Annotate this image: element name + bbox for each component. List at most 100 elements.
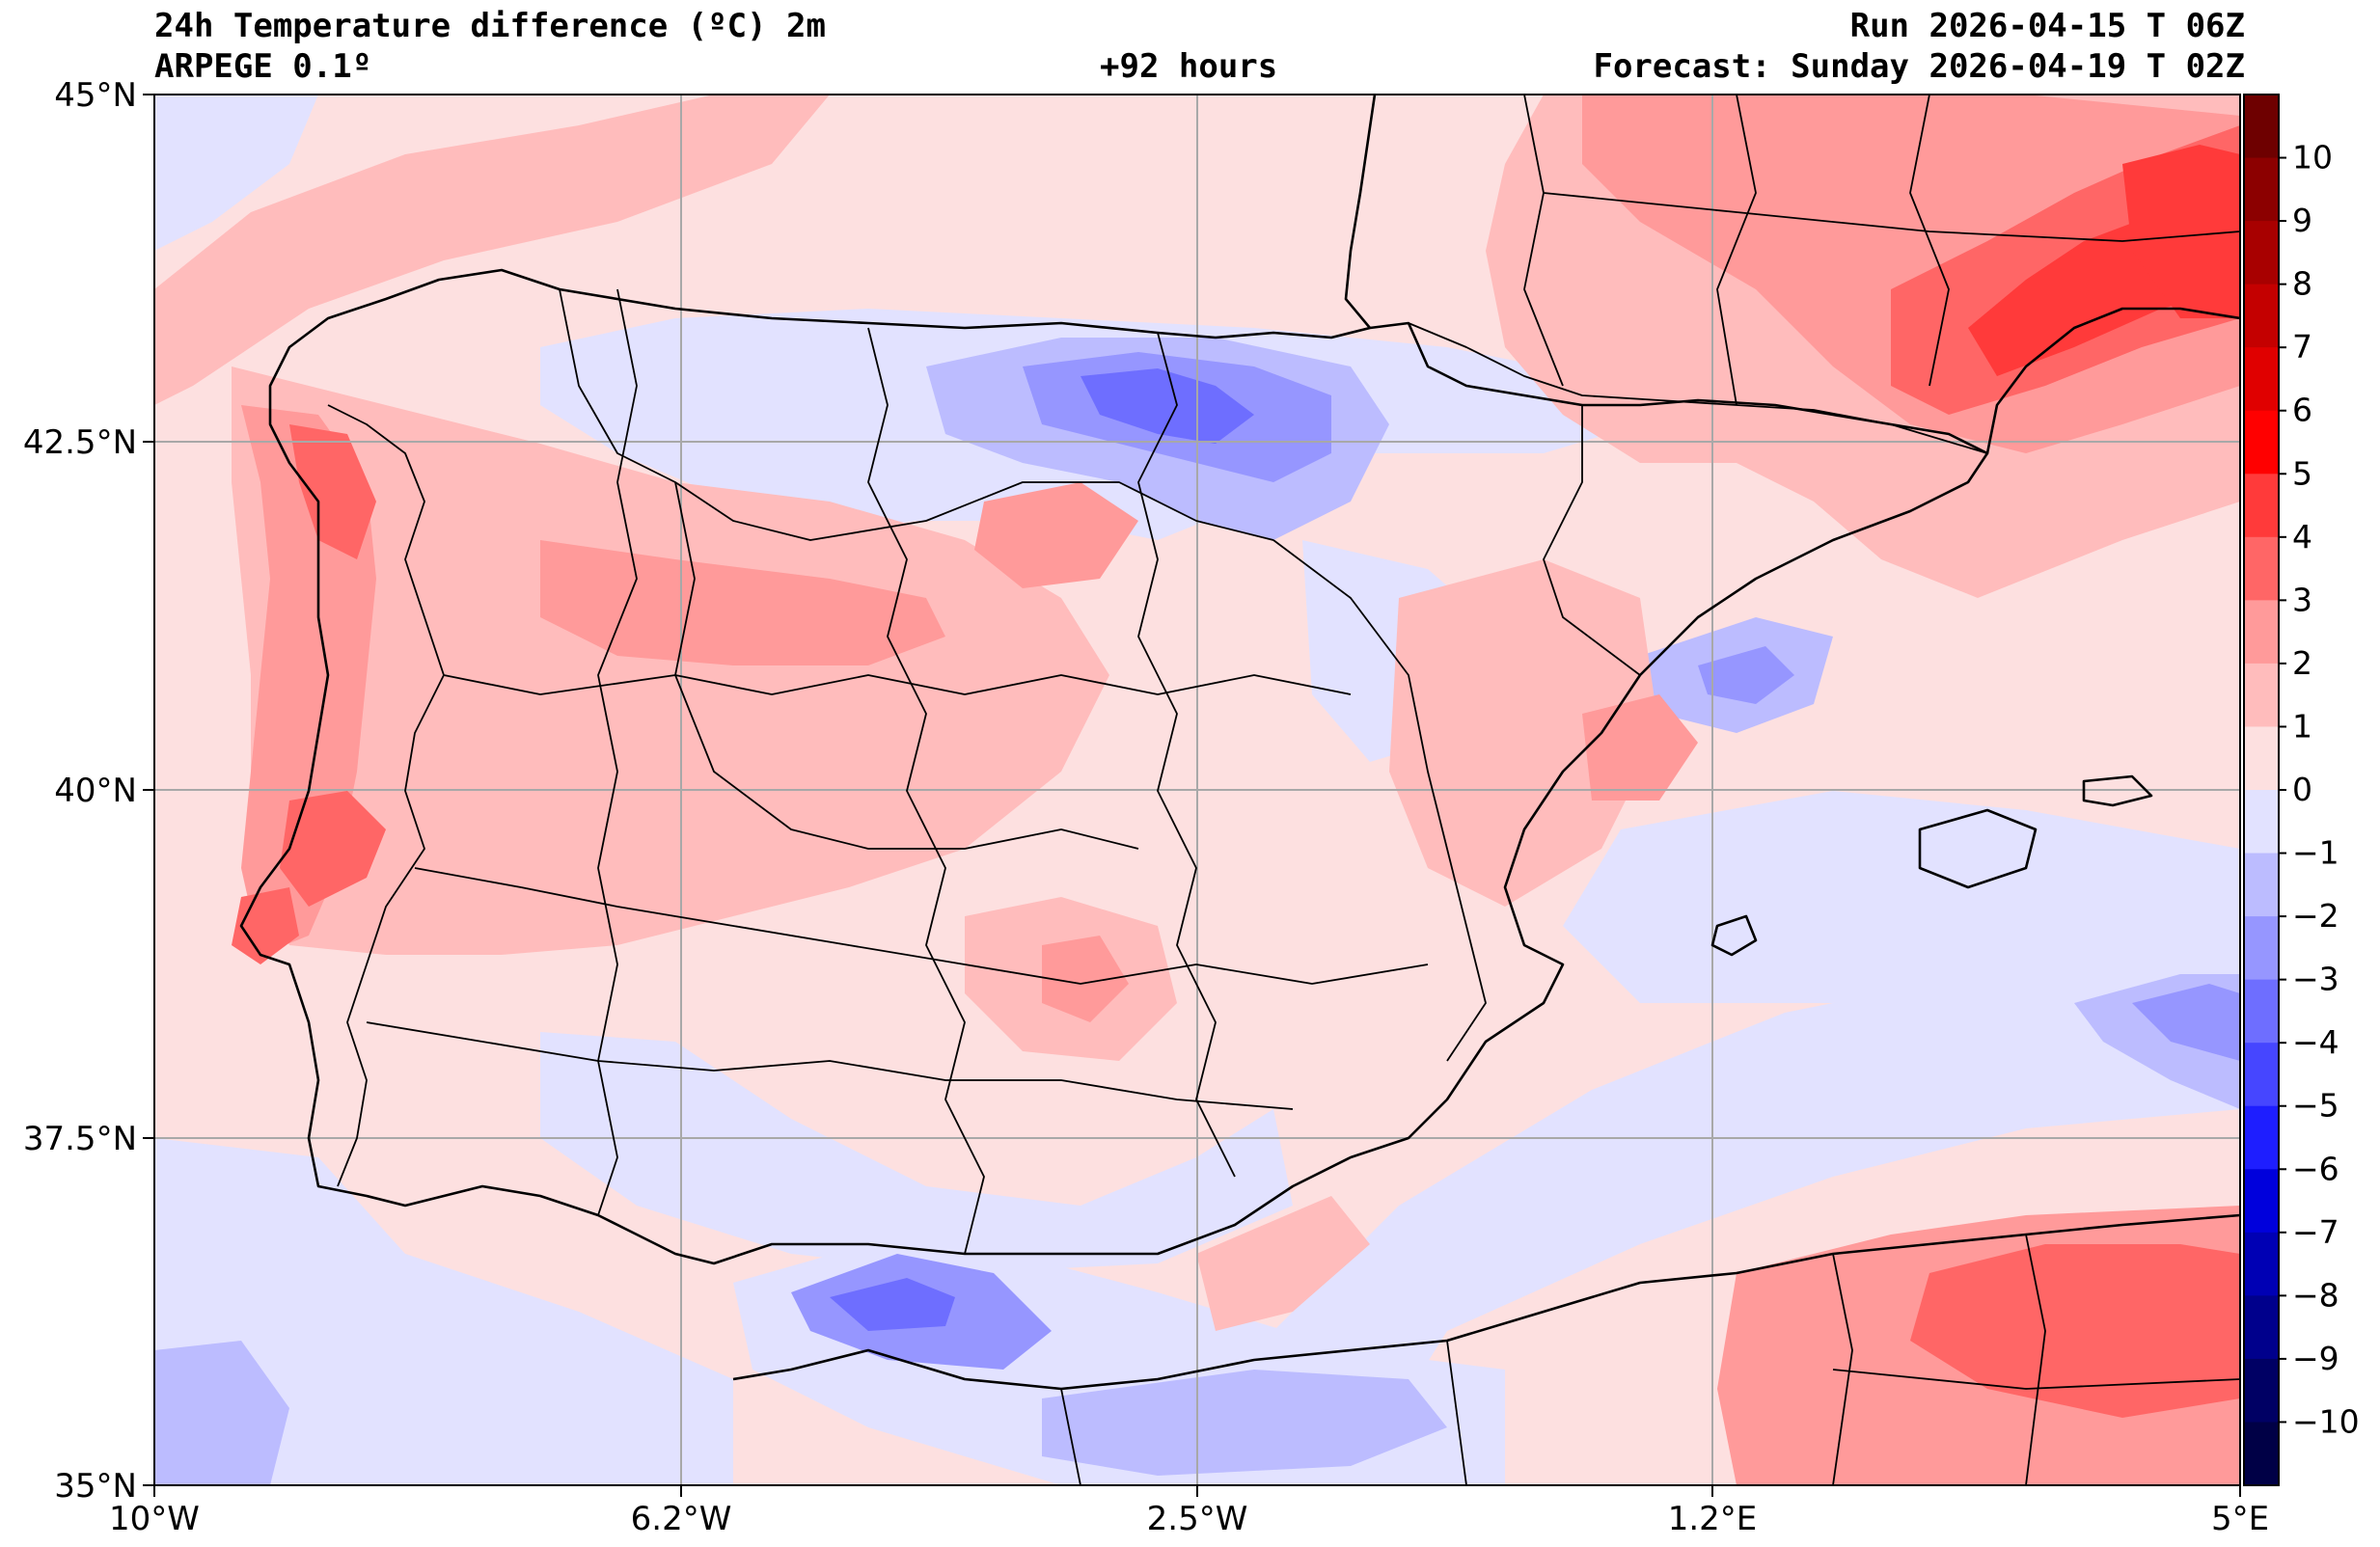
colorbar-tick-label: 4 [2292,518,2312,556]
atlantic-cool-sw [154,1138,733,1485]
atlantic-warm-plume [154,95,830,405]
colorbar-segment [2244,1043,2279,1107]
colorbar-segment [2244,600,2279,665]
gridlines [154,95,2240,1485]
lat-tick-label: 45°N [54,76,137,115]
colorbar-tick-label: 10 [2292,139,2333,176]
nw-iberia-warm [232,366,1109,955]
valencia-warm-core [1582,694,1698,801]
sea-cool-band-balearic [1563,791,2240,1003]
colorbar-segment [2244,347,2279,412]
central-warm-patch [974,482,1138,588]
north-africa-warm-core [1910,1244,2240,1418]
colorbar-segment [2244,410,2279,475]
map-title: 24h Temperature difference (ºC) 2m [154,7,826,45]
lat-tick-label: 40°N [54,772,137,810]
colorbar-tick-label: 9 [2292,202,2312,239]
colorbar-segment [2244,979,2279,1044]
menorca-coastline [2082,774,2153,807]
lat-tick-label: 37.5°N [23,1120,137,1158]
north-africa-cool [1042,1370,1447,1476]
colorbar-segment [2244,536,2279,601]
lon-axis: 10°W 6.2°W 2.5°W 1.2°E 5°E [109,1485,2269,1538]
region-border-4 [443,674,1352,695]
colorbar-segment [2244,916,2279,981]
border-pyrenees [1408,322,1988,454]
colorbar-segment [2244,1169,2279,1234]
colorbar-tick-label: 7 [2292,328,2312,366]
atlantic-cool-nw [154,95,318,251]
colorbar-segment [2244,1105,2279,1170]
colorbar-tick-label: −8 [2292,1276,2339,1314]
colorbar-tick-label: 6 [2292,392,2312,429]
region-border-1 [559,288,1274,541]
colorbar-segment [2244,1422,2279,1486]
lat-tick-label: 35°N [54,1467,137,1506]
lon-tick-label: 6.2°W [631,1500,732,1538]
colorbar-tick-label: 8 [2292,265,2312,303]
france-region-borders [1523,95,2240,406]
alboran-deepest-cool [830,1278,955,1331]
duero-warm-band [540,540,945,665]
map-area [154,95,2240,1485]
colorbar-segment [2244,474,2279,538]
colorbar-tick-label: −5 [2292,1087,2339,1125]
warming-regions [154,95,2240,1485]
france-coastline [1344,95,1377,329]
levante-warm [1389,559,1659,907]
lat-axis: 45°N 42.5°N 40°N 37.5°N 35°N [23,76,154,1506]
lat-tick-label: 42.5°N [23,423,137,462]
lead-time-label: +92 hours [1100,47,1278,86]
colorbar-tick-label: −10 [2292,1402,2360,1440]
colorbar-tick-label: −9 [2292,1340,2339,1377]
south-sea-warm-band [1196,1196,1370,1331]
ibiza-coastline [1710,914,1758,957]
cooling-regions [154,95,2240,1485]
portugal-warm-core-2 [232,887,299,964]
la-mancha-warm-core [1042,936,1129,1022]
region-border-5 [414,867,1429,985]
galicia-warm-core [289,424,376,559]
north-africa-borders [1060,1234,2240,1485]
colorbar-tick-label: −3 [2292,961,2339,998]
colorbar-tick-label: −2 [2292,897,2339,935]
provence-warm-core [2122,145,2240,318]
colorbar-tick-label: 5 [2292,454,2312,492]
forecast-valid-label: Forecast: Sunday 2026-04-19 T 02Z [1593,47,2245,86]
admin-borders [327,95,2240,1485]
region-border-7 [867,327,985,1255]
lon-tick-label: 1.2°E [1668,1500,1758,1538]
colorbar-segment [2244,221,2279,285]
colorbar-segment [2244,284,2279,348]
colorbar-segment [2244,790,2279,855]
colorbar-tick-label: −1 [2292,834,2339,872]
region-border-3 [1272,539,1487,1062]
border-spain-portugal [327,404,445,1187]
region-border-10 [597,288,638,1216]
region-border-2 [674,481,1139,850]
colorbar-tick-label: −4 [2292,1023,2339,1061]
colorbar-segment [2244,1232,2279,1296]
model-label: ARPEGE 0.1º [154,47,372,86]
portugal-warm-core [280,791,386,907]
lon-tick-label: 2.5°W [1147,1500,1248,1538]
lon-tick-label: 10°W [109,1500,200,1538]
colorbar-tick-label: 2 [2292,644,2312,682]
east-sea-cool-core [2132,984,2240,1061]
lon-tick-label: 5°E [2211,1500,2269,1538]
colorbar-segment [2244,1295,2279,1360]
mallorca-coastline [1918,808,2038,889]
colorbar-segment [2244,663,2279,727]
colorbar-tick-label: 3 [2292,581,2312,618]
colorbar-tick-label: −7 [2292,1213,2339,1251]
colorbar-segment [2244,726,2279,791]
colorbar-tick-label: 1 [2292,707,2312,745]
region-border-6 [366,1021,1294,1110]
iberia-coastline [239,268,1989,1265]
colorbar-tick-label: −6 [2292,1150,2339,1187]
region-border-8 [1137,332,1236,1178]
colorbar-segment [2244,1358,2279,1423]
colorbar-segment [2244,95,2279,159]
